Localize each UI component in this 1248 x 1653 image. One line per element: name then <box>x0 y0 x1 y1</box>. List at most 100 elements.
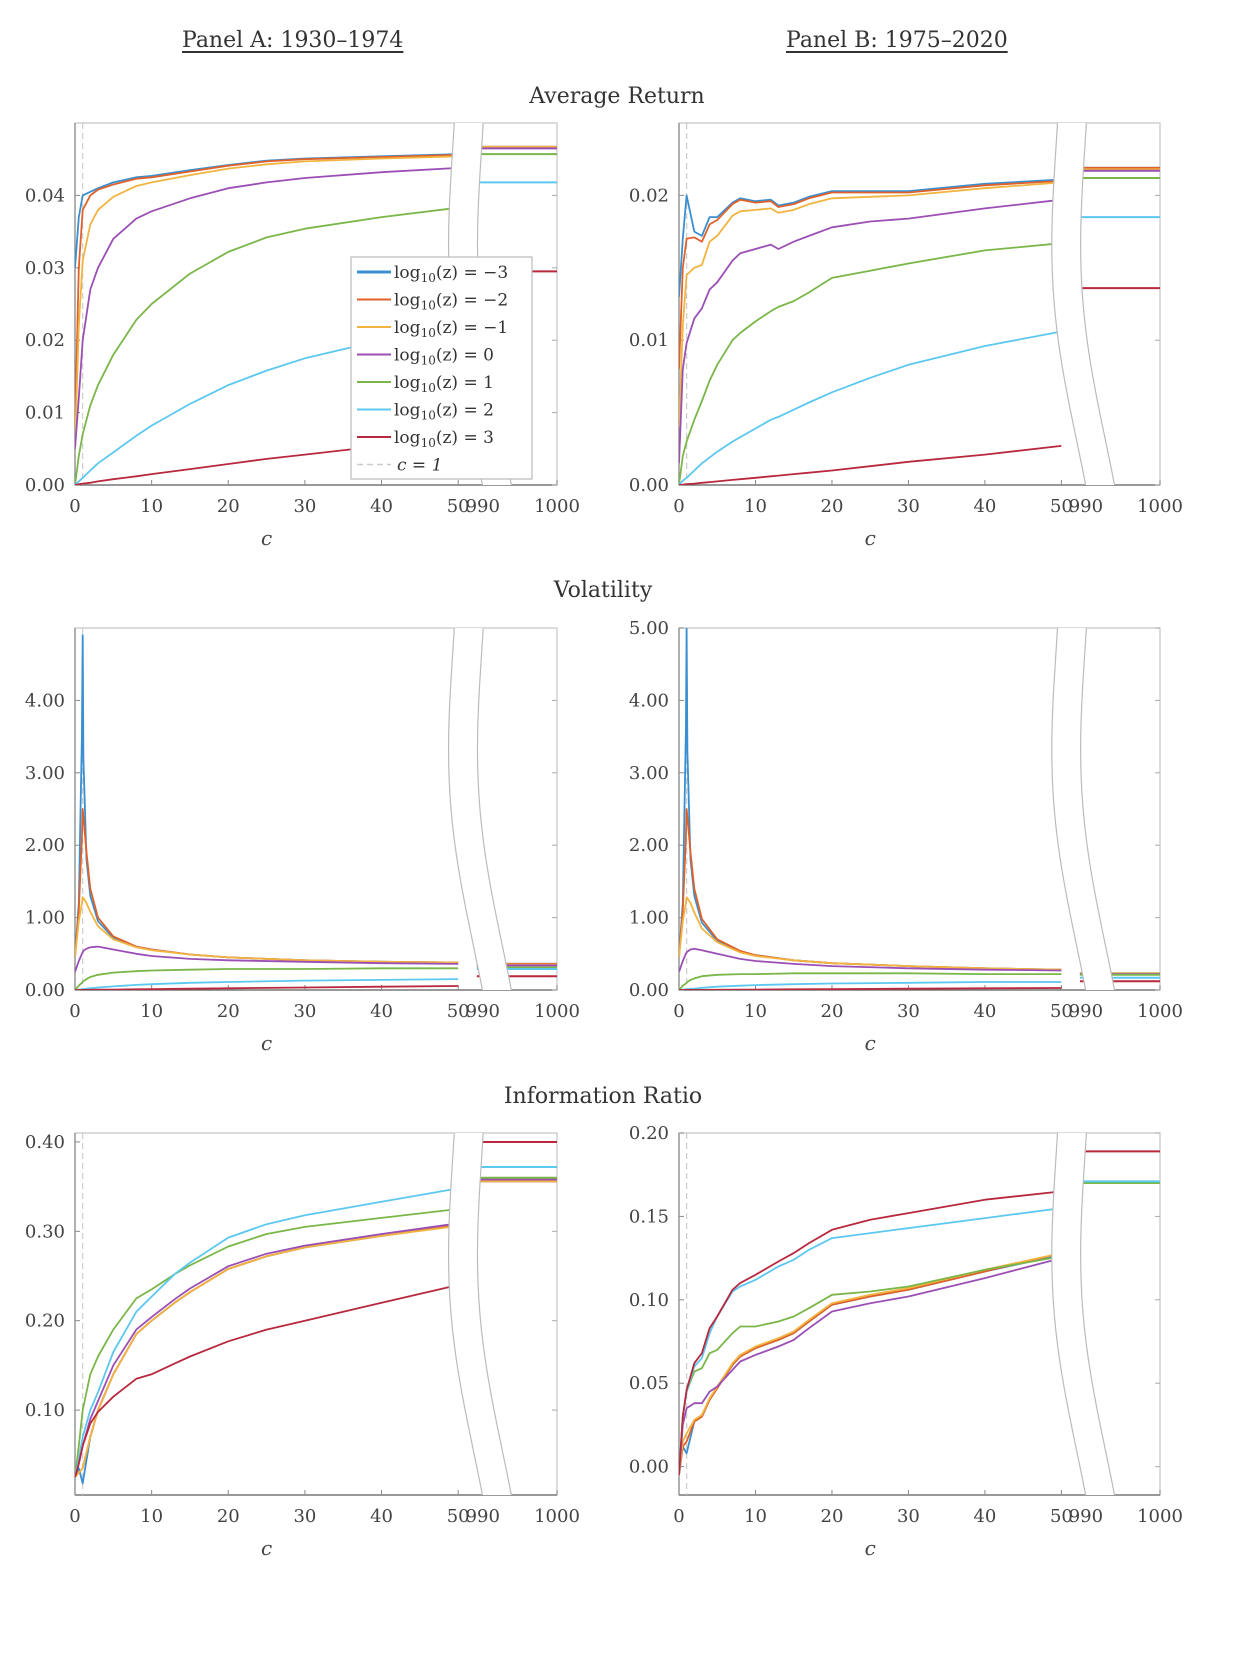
legend-label: log10(z) = −1 <box>394 318 508 340</box>
x-tick-label: 10 <box>140 496 163 517</box>
series-line <box>75 896 459 964</box>
x-tick-label: 50 <box>447 1506 470 1527</box>
y-tick-label: 0.04 <box>25 185 65 206</box>
x-tick-label: 0 <box>673 496 684 517</box>
x-tick-label: 40 <box>973 1001 996 1022</box>
series-line <box>75 945 459 973</box>
series-line <box>679 1255 1062 1476</box>
series-line <box>679 896 1062 971</box>
axis-break-edge-right <box>1080 1132 1116 1496</box>
x-axis-label: c <box>261 1536 272 1560</box>
x-tick-label: 1000 <box>1137 1001 1183 1022</box>
series-line <box>679 445 1062 485</box>
legend: log10(z) = −3 log10(z) = −2 log10(z) = −1 l… <box>350 256 533 480</box>
series-line <box>75 1284 459 1478</box>
y-tick-label: 4.00 <box>629 690 669 711</box>
series-line <box>679 242 1062 485</box>
x-tick-label: 1000 <box>534 1506 580 1527</box>
series-line <box>75 1208 459 1478</box>
x-tick-label: 0 <box>673 1506 684 1527</box>
series-line <box>75 1187 459 1478</box>
series-line <box>679 178 1062 297</box>
x-tick-label: 30 <box>293 1001 316 1022</box>
y-tick-label: 0.00 <box>25 475 65 496</box>
x-tick-label: 1000 <box>1137 496 1183 517</box>
x-tick-label: 0 <box>69 1001 80 1022</box>
x-tick-label: 50 <box>1050 1001 1073 1022</box>
x-tick-label: 990 <box>466 496 500 517</box>
x-tick-label: 10 <box>140 1001 163 1022</box>
x-tick-label: 990 <box>1069 1506 1103 1527</box>
axis-break-edge-right <box>476 1132 512 1496</box>
x-tick-label: 10 <box>744 496 767 517</box>
row-title-volatility: Volatility <box>553 578 653 603</box>
axis-break-edge-right <box>476 627 512 991</box>
x-axis-label: c <box>261 1031 272 1055</box>
x-tick-label: 30 <box>897 496 920 517</box>
x-tick-label: 10 <box>140 1506 163 1527</box>
y-tick-label: 0.40 <box>25 1132 65 1153</box>
x-tick-label: 990 <box>1069 1001 1103 1022</box>
x-tick-label: 40 <box>370 496 393 517</box>
y-tick-label: 0.05 <box>629 1373 669 1394</box>
x-axis-label: c <box>261 526 272 550</box>
legend-label: log10(z) = 3 <box>394 428 494 450</box>
x-tick-label: 50 <box>1050 1506 1073 1527</box>
series-line <box>679 1252 1062 1476</box>
x-tick-label: 50 <box>1050 496 1073 517</box>
axis-break-edge-left <box>447 627 484 991</box>
legend-label: log10(z) = 1 <box>394 373 494 395</box>
series-line <box>75 1224 459 1485</box>
x-tick-label: 1000 <box>1137 1506 1183 1527</box>
x-axis-label: c <box>865 526 876 550</box>
series-line <box>679 972 1062 990</box>
series-line <box>75 1225 459 1478</box>
y-tick-label: 0.00 <box>629 980 669 1001</box>
series-line <box>75 634 459 964</box>
y-tick-label: 0.10 <box>629 1290 669 1311</box>
x-axis-label: c <box>865 1031 876 1055</box>
y-tick-label: 0.30 <box>25 1221 65 1242</box>
row-title-average-return: Average Return <box>529 84 705 109</box>
series-line <box>75 1224 459 1478</box>
x-tick-label: 20 <box>217 496 240 517</box>
y-tick-label: 2.00 <box>629 835 669 856</box>
x-tick-label: 40 <box>370 1001 393 1022</box>
series-line <box>75 154 459 428</box>
legend-label: log10(z) = 2 <box>394 401 494 423</box>
y-tick-label: 0.20 <box>25 1311 65 1332</box>
y-tick-label: 1.00 <box>629 908 669 929</box>
y-tick-label: 0.03 <box>25 258 65 279</box>
x-tick-label: 30 <box>897 1001 920 1022</box>
x-tick-label: 40 <box>973 496 996 517</box>
y-tick-label: 0.02 <box>25 330 65 351</box>
axis-break-edge-left <box>1051 122 1087 486</box>
axis-break-edge-right <box>1080 627 1116 991</box>
series-group <box>679 1150 1160 1476</box>
x-tick-label: 20 <box>217 1506 240 1527</box>
x-tick-label: 0 <box>673 1001 684 1022</box>
series-group <box>75 1140 557 1485</box>
series-line <box>679 1252 1062 1476</box>
y-tick-label: 0.10 <box>25 1400 65 1421</box>
x-axis-label: c <box>865 1536 876 1560</box>
x-tick-label: 990 <box>1069 496 1103 517</box>
x-tick-label: 1000 <box>534 496 580 517</box>
series-line <box>679 330 1062 485</box>
y-tick-label: 5.00 <box>629 618 669 639</box>
legend-label: log10(z) = 0 <box>394 346 494 368</box>
x-tick-label: 990 <box>466 1506 500 1527</box>
y-tick-label: 0.02 <box>629 185 669 206</box>
axis-break-edge-right <box>1080 122 1116 486</box>
legend-label-reference: c = 1 <box>397 456 442 476</box>
y-tick-label: 0.15 <box>629 1206 669 1227</box>
y-tick-label: 0.00 <box>629 1457 669 1478</box>
series-line <box>679 181 1062 428</box>
x-tick-label: 20 <box>821 496 844 517</box>
